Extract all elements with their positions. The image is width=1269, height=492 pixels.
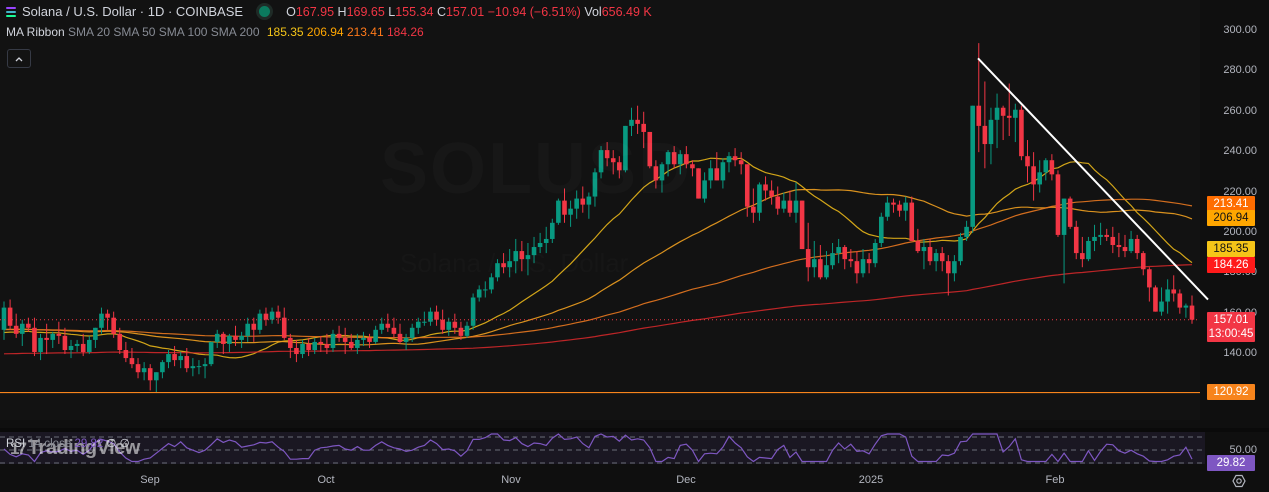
time-axis-label: Nov xyxy=(501,474,521,486)
chevron-up-icon xyxy=(15,56,23,61)
price-tag: 184.26 xyxy=(1207,257,1255,273)
low-value: 155.34 xyxy=(395,4,434,19)
price-tag: 206.94 xyxy=(1207,210,1255,226)
price-tag: 157.01 13:00:45 xyxy=(1207,311,1255,342)
time-axis-label: 2025 xyxy=(858,474,884,486)
market-status-dot-icon xyxy=(259,6,271,17)
price-tag: 185.35 xyxy=(1207,241,1255,257)
price-axis-label: 260.00 xyxy=(1223,104,1257,117)
symbol-watermark-desc: Solana / U.S. Dollar xyxy=(400,248,628,279)
time-axis-label: Feb xyxy=(1045,474,1065,486)
symbol-watermark: SOLUSD xyxy=(380,128,692,210)
sma20-value: 185.35 xyxy=(266,25,304,39)
rsi-value: 29.82 xyxy=(74,438,104,450)
rsi-legend[interactable]: RSI 14 close 29.82 ∅ ∅ xyxy=(6,436,130,450)
time-axis-label: Sep xyxy=(140,474,160,486)
rsi-source: close xyxy=(44,438,72,450)
time-axis-label: Oct xyxy=(317,474,335,486)
rsi-length: 14 xyxy=(28,438,42,450)
overlays xyxy=(0,57,1209,394)
open-value: 167.95 xyxy=(295,4,335,19)
rsi-name: RSI xyxy=(6,438,26,450)
sma100-value: 213.41 xyxy=(346,25,384,39)
indicator-name[interactable]: MA Ribbon xyxy=(6,25,65,39)
sma200-value: 184.26 xyxy=(386,25,424,39)
indicator-legend[interactable]: MA Ribbon SMA 20 SMA 50 SMA 100 SMA 200 … xyxy=(6,25,424,39)
price-axis-label: 240.00 xyxy=(1223,145,1257,158)
symbol-legend: Solana / U.S. Dollar · 1D · COINBASE O16… xyxy=(6,4,652,19)
price-axis-label: 140.00 xyxy=(1223,347,1257,360)
rsi-extra: ∅ ∅ xyxy=(106,438,130,450)
tradingview-logo[interactable]: 17 TradingView xyxy=(10,437,140,459)
change-value: −10.94 (−6.51%) xyxy=(487,4,581,19)
high-label: H xyxy=(337,4,347,19)
ma-ribbon-lines xyxy=(3,157,1193,359)
settings-gear-icon[interactable] xyxy=(1232,474,1246,488)
volume-value: 656.49 K xyxy=(601,4,652,19)
ohlc-values: O167.95 H169.65 L155.34 C157.01 −10.94 (… xyxy=(286,5,652,19)
open-label: O xyxy=(286,4,296,19)
time-axis-label: Dec xyxy=(676,474,696,486)
candlesticks xyxy=(1,43,1195,393)
price-tag: 120.92 xyxy=(1207,384,1255,400)
rsi-value-tag: 29.82 xyxy=(1207,455,1255,471)
rsi-pane xyxy=(0,428,1269,464)
tradingview-logo-text: TradingView xyxy=(27,437,140,459)
collapse-legend-button[interactable] xyxy=(7,49,31,68)
low-label: L xyxy=(388,4,396,19)
close-label: C xyxy=(436,4,446,19)
price-axis-label: 220.00 xyxy=(1223,185,1257,198)
countdown-timer: 13:00:45 xyxy=(1208,327,1254,340)
symbol-title[interactable]: Solana / U.S. Dollar · 1D · COINBASE xyxy=(22,4,244,19)
volume-label: Vol xyxy=(584,4,602,19)
sma50-value: 206.94 xyxy=(306,25,344,39)
indicator-args: SMA 20 SMA 50 SMA 100 SMA 200 xyxy=(68,25,260,39)
price-axis-label: 280.00 xyxy=(1223,64,1257,77)
rsi-axis-50: 50.00 xyxy=(1229,444,1257,456)
price-tag: 213.41 xyxy=(1207,196,1255,212)
close-value: 157.01 xyxy=(445,4,485,19)
solana-logo-icon xyxy=(6,6,16,17)
high-value: 169.65 xyxy=(346,4,385,19)
price-axis-label: 300.00 xyxy=(1223,24,1257,36)
price-axis-label: 200.00 xyxy=(1223,225,1257,238)
